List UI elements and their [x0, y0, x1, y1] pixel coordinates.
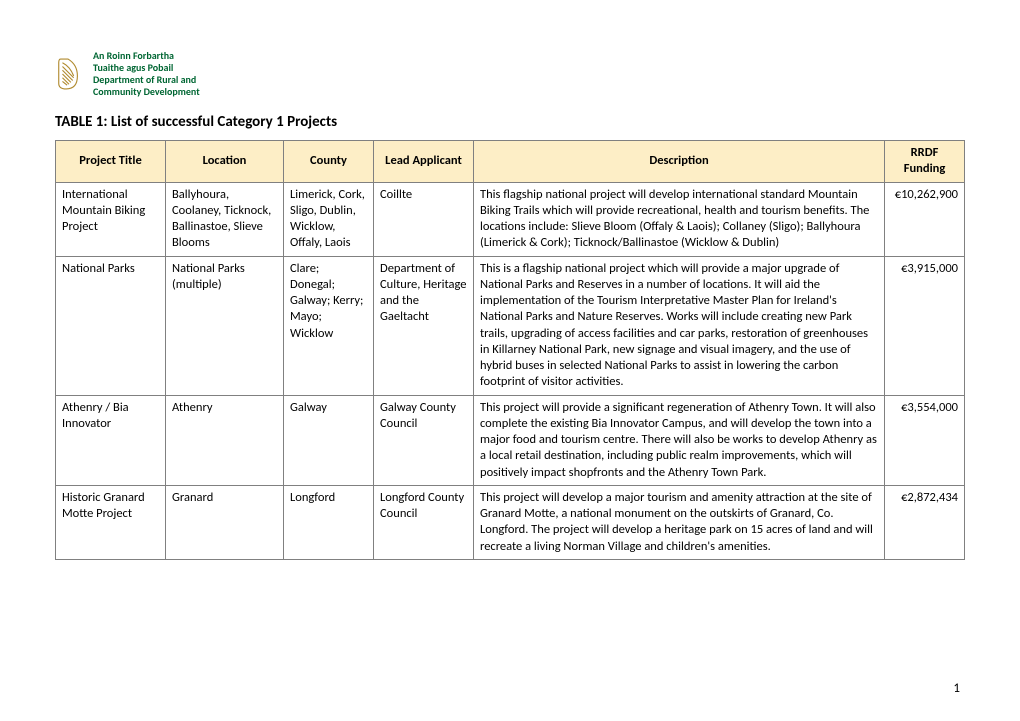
page-number: 1 [953, 681, 960, 696]
cell-location: Athenry [166, 395, 284, 485]
cell-applicant: Longford County Council [374, 485, 474, 559]
table-row: Athenry / Bia Innovator Athenry Galway G… [56, 395, 965, 485]
cell-applicant: Department of Culture, Heritage and the … [374, 256, 474, 395]
cell-title: International Mountain Biking Project [56, 182, 166, 256]
col-county: County [284, 141, 374, 183]
department-name: An Roinn Forbartha Tuaithe agus Pobail D… [93, 50, 200, 98]
table-header-row: Project Title Location County Lead Appli… [56, 141, 965, 183]
cell-county: Longford [284, 485, 374, 559]
department-logo: An Roinn Forbartha Tuaithe agus Pobail D… [55, 50, 200, 98]
projects-table-container: Project Title Location County Lead Appli… [55, 140, 965, 560]
cell-funding: €3,554,000 [885, 395, 965, 485]
table-row: International Mountain Biking Project Ba… [56, 182, 965, 256]
cell-description: This is a flagship national project whic… [474, 256, 885, 395]
cell-description: This flagship national project will deve… [474, 182, 885, 256]
col-location: Location [166, 141, 284, 183]
cell-description: This project will develop a major touris… [474, 485, 885, 559]
projects-table: Project Title Location County Lead Appli… [55, 140, 965, 560]
logo-english-line2: Community Development [93, 86, 200, 98]
cell-location: Granard [166, 485, 284, 559]
cell-title: Athenry / Bia Innovator [56, 395, 166, 485]
cell-county: Clare; Donegal; Galway; Kerry; Mayo; Wic… [284, 256, 374, 395]
cell-location: National Parks (multiple) [166, 256, 284, 395]
cell-title: National Parks [56, 256, 166, 395]
cell-county: Galway [284, 395, 374, 485]
cell-funding: €2,872,434 [885, 485, 965, 559]
cell-location: Ballyhoura, Coolaney, Ticknock, Ballinas… [166, 182, 284, 256]
harp-icon [55, 57, 83, 91]
col-description: Description [474, 141, 885, 183]
col-project-title: Project Title [56, 141, 166, 183]
col-lead-applicant: Lead Applicant [374, 141, 474, 183]
page-title: TABLE 1: List of successful Category 1 P… [55, 113, 337, 131]
cell-applicant: Galway County Council [374, 395, 474, 485]
cell-title: Historic Granard Motte Project [56, 485, 166, 559]
table-row: Historic Granard Motte Project Granard L… [56, 485, 965, 559]
table-row: National Parks National Parks (multiple)… [56, 256, 965, 395]
cell-applicant: Coillte [374, 182, 474, 256]
cell-funding: €10,262,900 [885, 182, 965, 256]
cell-description: This project will provide a significant … [474, 395, 885, 485]
cell-funding: €3,915,000 [885, 256, 965, 395]
cell-county: Limerick, Cork, Sligo, Dublin, Wicklow, … [284, 182, 374, 256]
col-funding: RRDF Funding [885, 141, 965, 183]
